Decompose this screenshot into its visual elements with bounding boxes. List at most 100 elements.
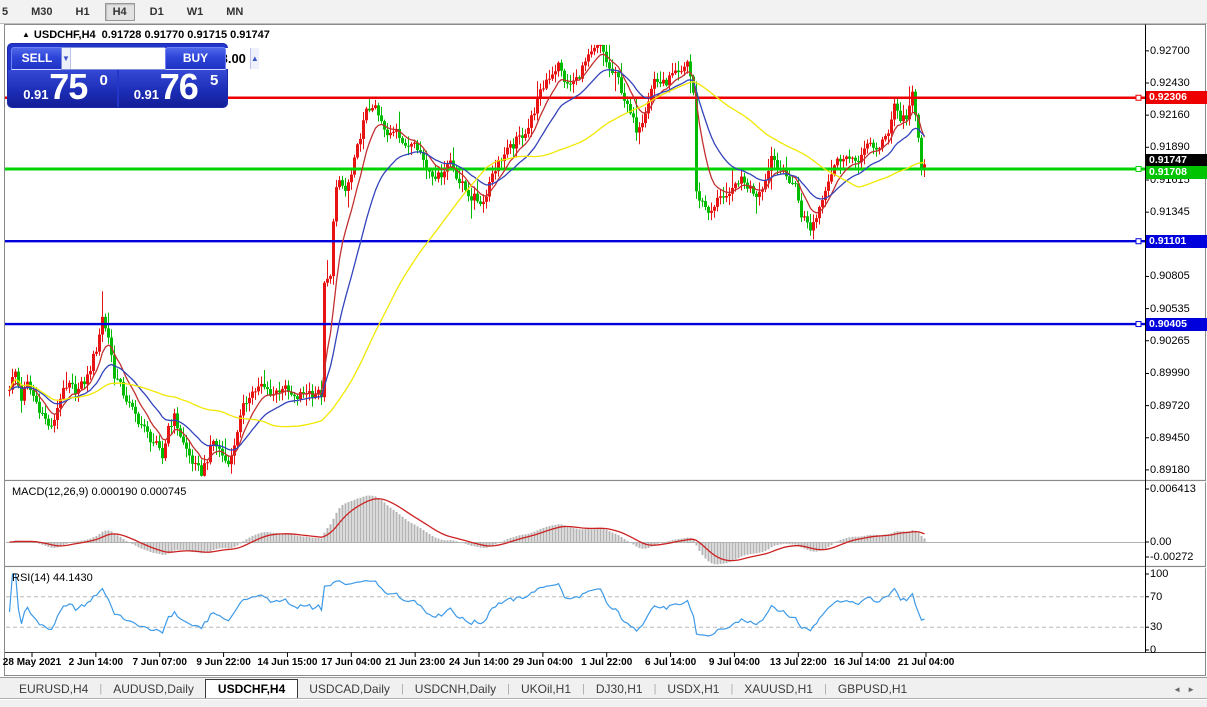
hline-handle[interactable] xyxy=(1135,94,1142,101)
time-axis-label: 17 Jun 04:00 xyxy=(321,657,382,668)
buy-button[interactable]: BUY xyxy=(165,47,226,70)
price-axis-tick: 0.90805 xyxy=(1150,270,1190,283)
one-click-trading-panel: SELL ▼ ▲ BUY 0.91 75 0 0.91 76 5 xyxy=(8,44,259,107)
collapse-triangle-icon[interactable]: ▲ xyxy=(22,30,30,39)
chart-ohlc-values: 0.91728 0.91770 0.91715 0.91747 xyxy=(101,29,270,41)
tab-separator: | xyxy=(653,683,657,695)
chart-tab-usdx[interactable]: USDX,H1 xyxy=(667,682,720,696)
volume-decrease-button[interactable]: ▼ xyxy=(62,48,71,69)
price-axis-tick: 0.90535 xyxy=(1150,302,1190,315)
buy-price-prefix: 0.91 xyxy=(133,87,159,102)
chart-tab-gbpusd[interactable]: GBPUSD,H1 xyxy=(837,682,908,696)
rsi-axis-tick: 0 xyxy=(1150,644,1157,656)
chart-tab-dj30[interactable]: DJ30,H1 xyxy=(595,682,643,696)
chart-tab-xauusd[interactable]: XAUUSD,H1 xyxy=(744,682,813,696)
chart-tab-usdchf[interactable]: USDCHF,H4 xyxy=(204,679,299,699)
time-axis-label: 7 Jun 07:00 xyxy=(132,657,187,668)
chart-title: ▲ USDCHF,H4 0.91728 0.91770 0.91715 0.9174… xyxy=(22,29,270,41)
time-axis-label: 6 Jul 14:00 xyxy=(644,657,697,668)
time-axis-label: 9 Jun 22:00 xyxy=(196,657,251,668)
macd-indicator xyxy=(6,495,1145,565)
chart-tab-eurusd[interactable]: EURUSD,H4 xyxy=(19,682,89,696)
time-axis-label: 2 Jun 14:00 xyxy=(68,657,124,668)
timeframe-button-w1[interactable]: W1 xyxy=(186,6,204,18)
price-axis-tick: 0.92160 xyxy=(1150,109,1190,122)
tab-scroll-left-icon: ◄ xyxy=(1173,684,1188,694)
horizontal-level-lines xyxy=(5,94,1145,328)
price-badge-0.91101: 0.91101 xyxy=(1146,234,1207,248)
time-axis-label: 13 Jul 22:00 xyxy=(769,657,827,668)
volume-increase-button[interactable]: ▲ xyxy=(249,48,259,69)
sell-price-big: 75 xyxy=(49,66,88,107)
time-axis-label: 21 Jul 04:00 xyxy=(897,657,955,668)
timeframe-button-5[interactable]: 5 xyxy=(2,6,9,18)
sell-price-pip: 0 xyxy=(99,72,108,89)
rsi-indicator xyxy=(6,573,1145,637)
timeframe-button-h1[interactable]: H1 xyxy=(75,6,90,18)
time-axis-label: 9 Jul 04:00 xyxy=(708,657,760,668)
chart-tab-ukoil[interactable]: UKOil,H1 xyxy=(521,682,572,696)
price-axis-tick: 0.89720 xyxy=(1150,399,1190,412)
chart-tab-usdcad[interactable]: USDCAD,Daily xyxy=(309,682,390,696)
time-axis-label: 28 May 2021 xyxy=(2,657,62,668)
timeframe-button-mn[interactable]: MN xyxy=(226,6,244,18)
tab-separator: | xyxy=(730,683,734,695)
tab-separator: | xyxy=(582,683,585,695)
tab-separator: | xyxy=(99,683,103,695)
hline-handle[interactable] xyxy=(1135,165,1142,172)
buy-price-big: 76 xyxy=(159,66,199,107)
rsi-label: RSI(14) 44.1430 xyxy=(12,572,93,584)
sell-quote[interactable]: 0.91 75 0 xyxy=(8,66,117,107)
macd-axis-tick: 0.00 xyxy=(1150,536,1172,548)
price-badge-0.91708: 0.91708 xyxy=(1146,166,1207,180)
tab-separator: | xyxy=(507,683,510,695)
status-bar xyxy=(0,699,1207,707)
price-axis-tick: 0.89990 xyxy=(1150,367,1190,380)
price-axis-tick: 0.89450 xyxy=(1150,431,1190,444)
moving-averages xyxy=(8,53,926,461)
buy-quote[interactable]: 0.91 76 5 xyxy=(118,66,227,107)
chart-tab-usdcnh[interactable]: USDCNH,Daily xyxy=(414,682,497,696)
rsi-axis-tick: 70 xyxy=(1150,590,1163,603)
macd-label: MACD(12,26,9) 0.000190 0.000745 xyxy=(12,486,187,498)
tab-separator: | xyxy=(823,683,827,695)
rsi-axis-tick: 30 xyxy=(1150,621,1163,634)
quote-display: 0.91 75 0 0.91 76 5 xyxy=(8,66,227,107)
buy-price-pip: 5 xyxy=(209,72,219,89)
time-axis-label: 16 Jul 14:00 xyxy=(833,657,891,668)
time-axis-label: 14 Jun 15:00 xyxy=(257,657,318,668)
price-axis-tick: 0.92700 xyxy=(1150,44,1190,57)
tab-scroll-arrows[interactable]: ◄► xyxy=(1173,685,1201,694)
timeframe-button-d1[interactable]: D1 xyxy=(149,6,164,18)
time-axis-label: 1 Jul 22:00 xyxy=(581,657,633,668)
pane-frames xyxy=(4,24,1206,676)
hline-handle[interactable] xyxy=(1135,238,1142,245)
price-axis-tick: 0.92430 xyxy=(1150,77,1190,89)
axis-ticks xyxy=(31,50,1149,657)
price-badge-0.92306: 0.92306 xyxy=(1146,91,1207,105)
hline-handle[interactable] xyxy=(1135,321,1142,328)
chart-symbol-label: USDCHF,H4 xyxy=(33,29,96,41)
time-axis-label: 21 Jun 23:00 xyxy=(385,657,446,668)
timeframe-button-m30[interactable]: M30 xyxy=(31,6,53,18)
rsi-axis-tick: 100 xyxy=(1150,568,1169,580)
tab-scroll-right-icon: ► xyxy=(1187,684,1201,694)
time-axis-label: 24 Jun 14:00 xyxy=(448,657,510,668)
price-axis-tick: 0.89180 xyxy=(1150,463,1190,476)
price-badge-0.91747: 0.91747 xyxy=(1146,153,1207,167)
time-axis-label: 29 Jun 04:00 xyxy=(512,657,573,668)
chart-tab-audusd[interactable]: AUDUSD,Daily xyxy=(113,682,194,696)
price-badge-0.90405: 0.90405 xyxy=(1146,317,1207,331)
macd-axis-tick: 0.006413 xyxy=(1150,483,1196,495)
chart-tab-bar: EURUSD,H4 | AUDUSD,Daily USDCHF,H4 USDCAD,Da… xyxy=(0,677,1207,700)
tab-separator: | xyxy=(400,683,404,695)
timeframe-button-h4[interactable]: H4 xyxy=(104,3,135,21)
price-axis-tick: 0.91890 xyxy=(1150,141,1190,154)
sell-button[interactable]: SELL xyxy=(11,47,63,70)
price-axis-tick: 0.90265 xyxy=(1150,334,1190,347)
timeframe-toolbar: 5 M30 H1 H4 D1 W1 MN xyxy=(0,0,1207,24)
sell-price-prefix: 0.91 xyxy=(23,87,49,102)
macd-axis-tick: -0.00272 xyxy=(1150,551,1194,563)
